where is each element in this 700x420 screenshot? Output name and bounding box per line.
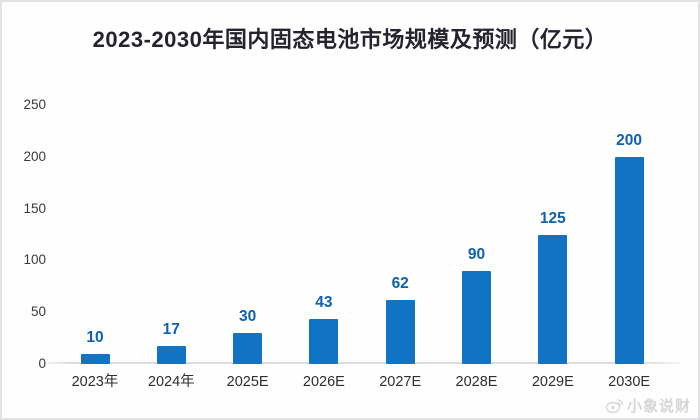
chart-title: 2023-2030年国内固态电池市场规模及预测（亿元） [92, 27, 608, 52]
bar [233, 332, 263, 364]
y-axis-tick-label: 100 [23, 252, 46, 268]
bar [538, 234, 568, 364]
y-axis-tick-label: 200 [23, 148, 46, 164]
x-axis-category-label: 2023年 [71, 374, 119, 390]
bar [385, 299, 415, 364]
x-axis-category-label: 2030E [608, 374, 651, 390]
bar [462, 270, 491, 364]
y-axis-tick-label: 250 [23, 97, 46, 112]
watermark-text: 小象说财 [626, 398, 691, 415]
x-axis-category-label: 2027E [379, 374, 422, 390]
bar [309, 319, 339, 364]
y-axis-tick-label: 50 [30, 304, 46, 320]
bar-value-label: 10 [86, 328, 104, 346]
bar [156, 346, 186, 364]
x-axis-category-label: 2029E [531, 374, 574, 390]
bar [80, 353, 110, 364]
x-axis-category-label: 2024年 [147, 374, 195, 390]
bar [614, 156, 644, 364]
bar-value-label: 200 [616, 131, 643, 149]
weibo-eye-icon [605, 397, 624, 414]
y-axis-tick-label: 0 [38, 356, 46, 371]
x-axis-line [46, 362, 680, 364]
bar-value-label: 17 [162, 321, 180, 339]
x-axis-category-label: 2026E [302, 374, 345, 390]
y-axis-tick-label: 150 [23, 200, 46, 216]
x-axis-category-label: 2028E [455, 374, 498, 390]
bar-value-label: 125 [539, 209, 566, 227]
bar-value-label: 62 [391, 274, 409, 292]
bar-value-label: 43 [315, 294, 333, 312]
watermark: 小象说财 [605, 395, 691, 416]
bar-value-label: 30 [238, 307, 257, 325]
bar-value-label: 90 [467, 245, 486, 263]
x-axis-category-label: 2025E [226, 374, 269, 390]
